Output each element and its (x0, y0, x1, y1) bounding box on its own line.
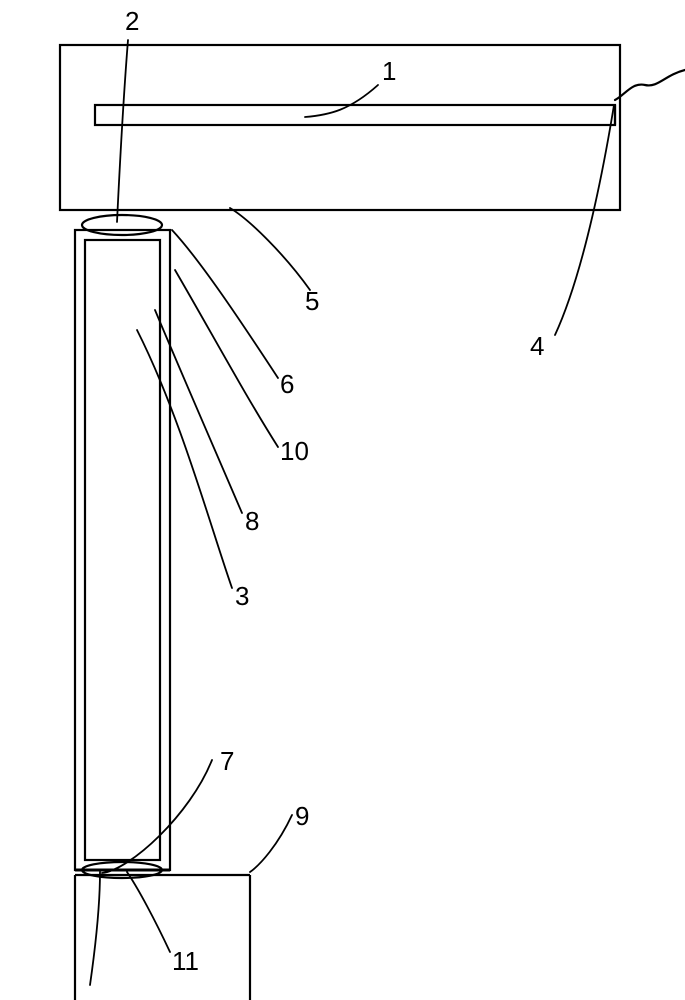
label-2: 2 (125, 6, 139, 36)
label-10: 10 (280, 436, 309, 466)
leader-5 (230, 208, 310, 290)
label-11: 11 (172, 946, 199, 976)
leader-10 (175, 270, 278, 447)
leader-7 (102, 760, 212, 873)
wire-bottom-left (90, 872, 100, 985)
column-inner (85, 240, 160, 860)
leader-4 (555, 105, 614, 335)
top-box (60, 45, 620, 210)
leader-1 (305, 85, 378, 117)
slot (95, 105, 615, 125)
leader-3 (137, 330, 232, 588)
leader-9 (250, 815, 292, 872)
label-5: 5 (305, 286, 319, 316)
column-outer (75, 230, 170, 870)
label-8: 8 (245, 506, 259, 536)
label-6: 6 (280, 369, 294, 399)
label-1: 1 (382, 56, 396, 86)
label-3: 3 (235, 581, 249, 611)
wire-top-right (615, 70, 685, 100)
leader-11 (127, 872, 170, 952)
label-9: 9 (295, 801, 309, 831)
label-4: 4 (530, 331, 544, 361)
leader-8 (155, 310, 242, 513)
label-7: 7 (220, 746, 234, 776)
top-joint-ellipse (82, 215, 162, 235)
leader-2 (117, 40, 128, 222)
